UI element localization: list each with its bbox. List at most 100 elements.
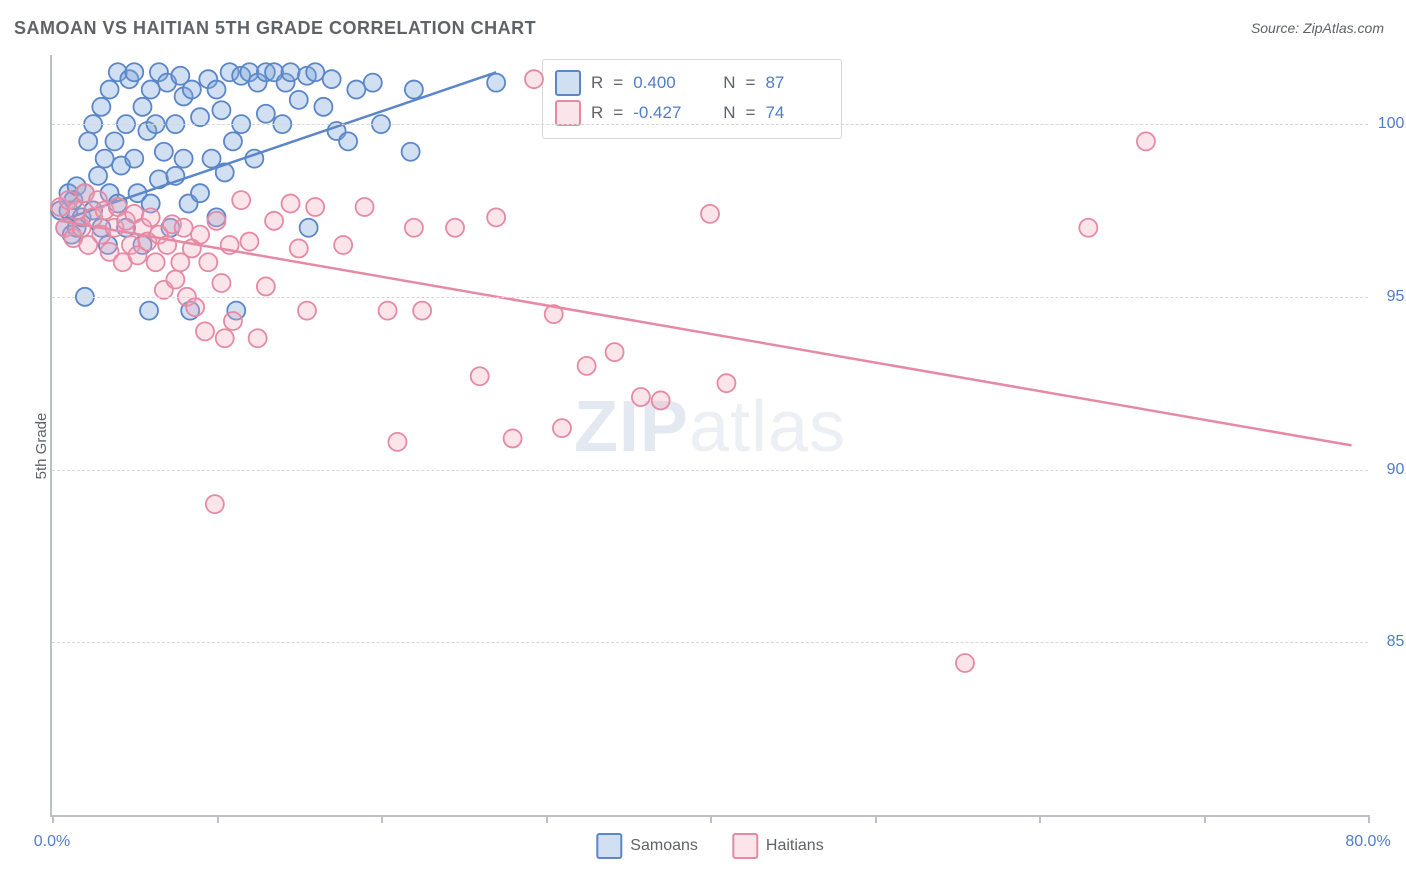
y-axis-label: 5th Grade — [33, 413, 50, 480]
scatter-point — [257, 277, 275, 295]
y-tick-label: 95.0% — [1387, 288, 1406, 306]
scatter-point — [282, 195, 300, 213]
x-tick — [710, 815, 712, 823]
scatter-point — [142, 208, 160, 226]
scatter-point — [339, 132, 357, 150]
legend-item-samoans: Samoans — [596, 833, 698, 859]
scatter-point — [347, 81, 365, 99]
legend-label-haitians: Haitians — [766, 837, 824, 855]
scatter-point — [79, 132, 97, 150]
scatter-point — [282, 63, 300, 81]
scatter-point — [249, 329, 267, 347]
scatter-point — [504, 429, 522, 447]
scatter-point — [257, 105, 275, 123]
scatter-point — [402, 143, 420, 161]
scatter-point — [1079, 219, 1097, 237]
x-tick — [875, 815, 877, 823]
scatter-point — [133, 98, 151, 116]
scatter-point — [147, 253, 165, 271]
scatter-point — [300, 219, 318, 237]
scatter-point — [290, 91, 308, 109]
legend-bottom: Samoans Haitians — [596, 833, 823, 859]
scatter-point — [196, 322, 214, 340]
scatter-point — [206, 495, 224, 513]
scatter-point — [89, 167, 107, 185]
x-tick-label: 0.0% — [34, 833, 70, 851]
x-tick — [381, 815, 383, 823]
scatter-point — [208, 212, 226, 230]
scatter-point — [175, 219, 193, 237]
y-tick-label: 90.0% — [1387, 461, 1406, 479]
scatter-point — [106, 132, 124, 150]
scatter-point — [212, 274, 230, 292]
scatter-point — [199, 253, 217, 271]
scatter-point — [224, 132, 242, 150]
scatter-point — [553, 419, 571, 437]
scatter-point — [265, 212, 283, 230]
scatter-point — [240, 233, 258, 251]
gridline-h — [52, 124, 1368, 125]
scatter-point — [183, 81, 201, 99]
legend-swatch-haitians — [732, 833, 758, 859]
scatter-point — [298, 302, 316, 320]
scatter-point — [487, 208, 505, 226]
scatter-point — [314, 98, 332, 116]
scatter-point — [140, 302, 158, 320]
x-tick — [1039, 815, 1041, 823]
plot-area: ZIPatlas R = 0.400 N = 87 R = -0.427 N =… — [50, 55, 1368, 817]
legend-item-haitians: Haitians — [732, 833, 824, 859]
scatter-point — [717, 374, 735, 392]
scatter-point — [701, 205, 719, 223]
scatter-point — [1137, 132, 1155, 150]
scatter-point — [125, 150, 143, 168]
scatter-point — [306, 198, 324, 216]
x-tick-label: 80.0% — [1345, 833, 1390, 851]
x-tick — [1204, 815, 1206, 823]
scatter-point — [364, 74, 382, 92]
x-tick — [546, 815, 548, 823]
scatter-point — [446, 219, 464, 237]
scatter-point — [290, 239, 308, 257]
scatter-point — [471, 367, 489, 385]
gridline-h — [52, 470, 1368, 471]
scatter-point — [101, 81, 119, 99]
scatter-point — [356, 198, 374, 216]
x-tick — [1368, 815, 1370, 823]
scatter-point — [175, 150, 193, 168]
y-tick-label: 85.0% — [1387, 633, 1406, 651]
scatter-point — [216, 329, 234, 347]
scatter-point — [142, 81, 160, 99]
chart-title: SAMOAN VS HAITIAN 5TH GRADE CORRELATION … — [14, 18, 536, 39]
scatter-point — [166, 271, 184, 289]
scatter-point — [96, 150, 114, 168]
scatter-point — [232, 191, 250, 209]
scatter-point — [224, 312, 242, 330]
gridline-h — [52, 642, 1368, 643]
legend-label-samoans: Samoans — [630, 837, 698, 855]
legend-swatch-samoans — [596, 833, 622, 859]
scatter-point — [212, 101, 230, 119]
x-tick — [52, 815, 54, 823]
scatter-point — [68, 201, 86, 219]
scatter-point — [632, 388, 650, 406]
scatter-point — [155, 143, 173, 161]
scatter-point — [92, 98, 110, 116]
scatter-point — [186, 298, 204, 316]
scatter-point — [191, 184, 209, 202]
scatter-svg — [52, 55, 1368, 815]
scatter-point — [191, 226, 209, 244]
scatter-point — [208, 81, 226, 99]
x-tick — [217, 815, 219, 823]
scatter-point — [323, 70, 341, 88]
scatter-point — [652, 391, 670, 409]
scatter-point — [956, 654, 974, 672]
scatter-point — [306, 63, 324, 81]
source-attribution: Source: ZipAtlas.com — [1251, 20, 1384, 36]
scatter-point — [405, 81, 423, 99]
scatter-point — [125, 63, 143, 81]
scatter-point — [388, 433, 406, 451]
scatter-point — [487, 74, 505, 92]
scatter-point — [405, 219, 423, 237]
scatter-point — [578, 357, 596, 375]
scatter-point — [379, 302, 397, 320]
